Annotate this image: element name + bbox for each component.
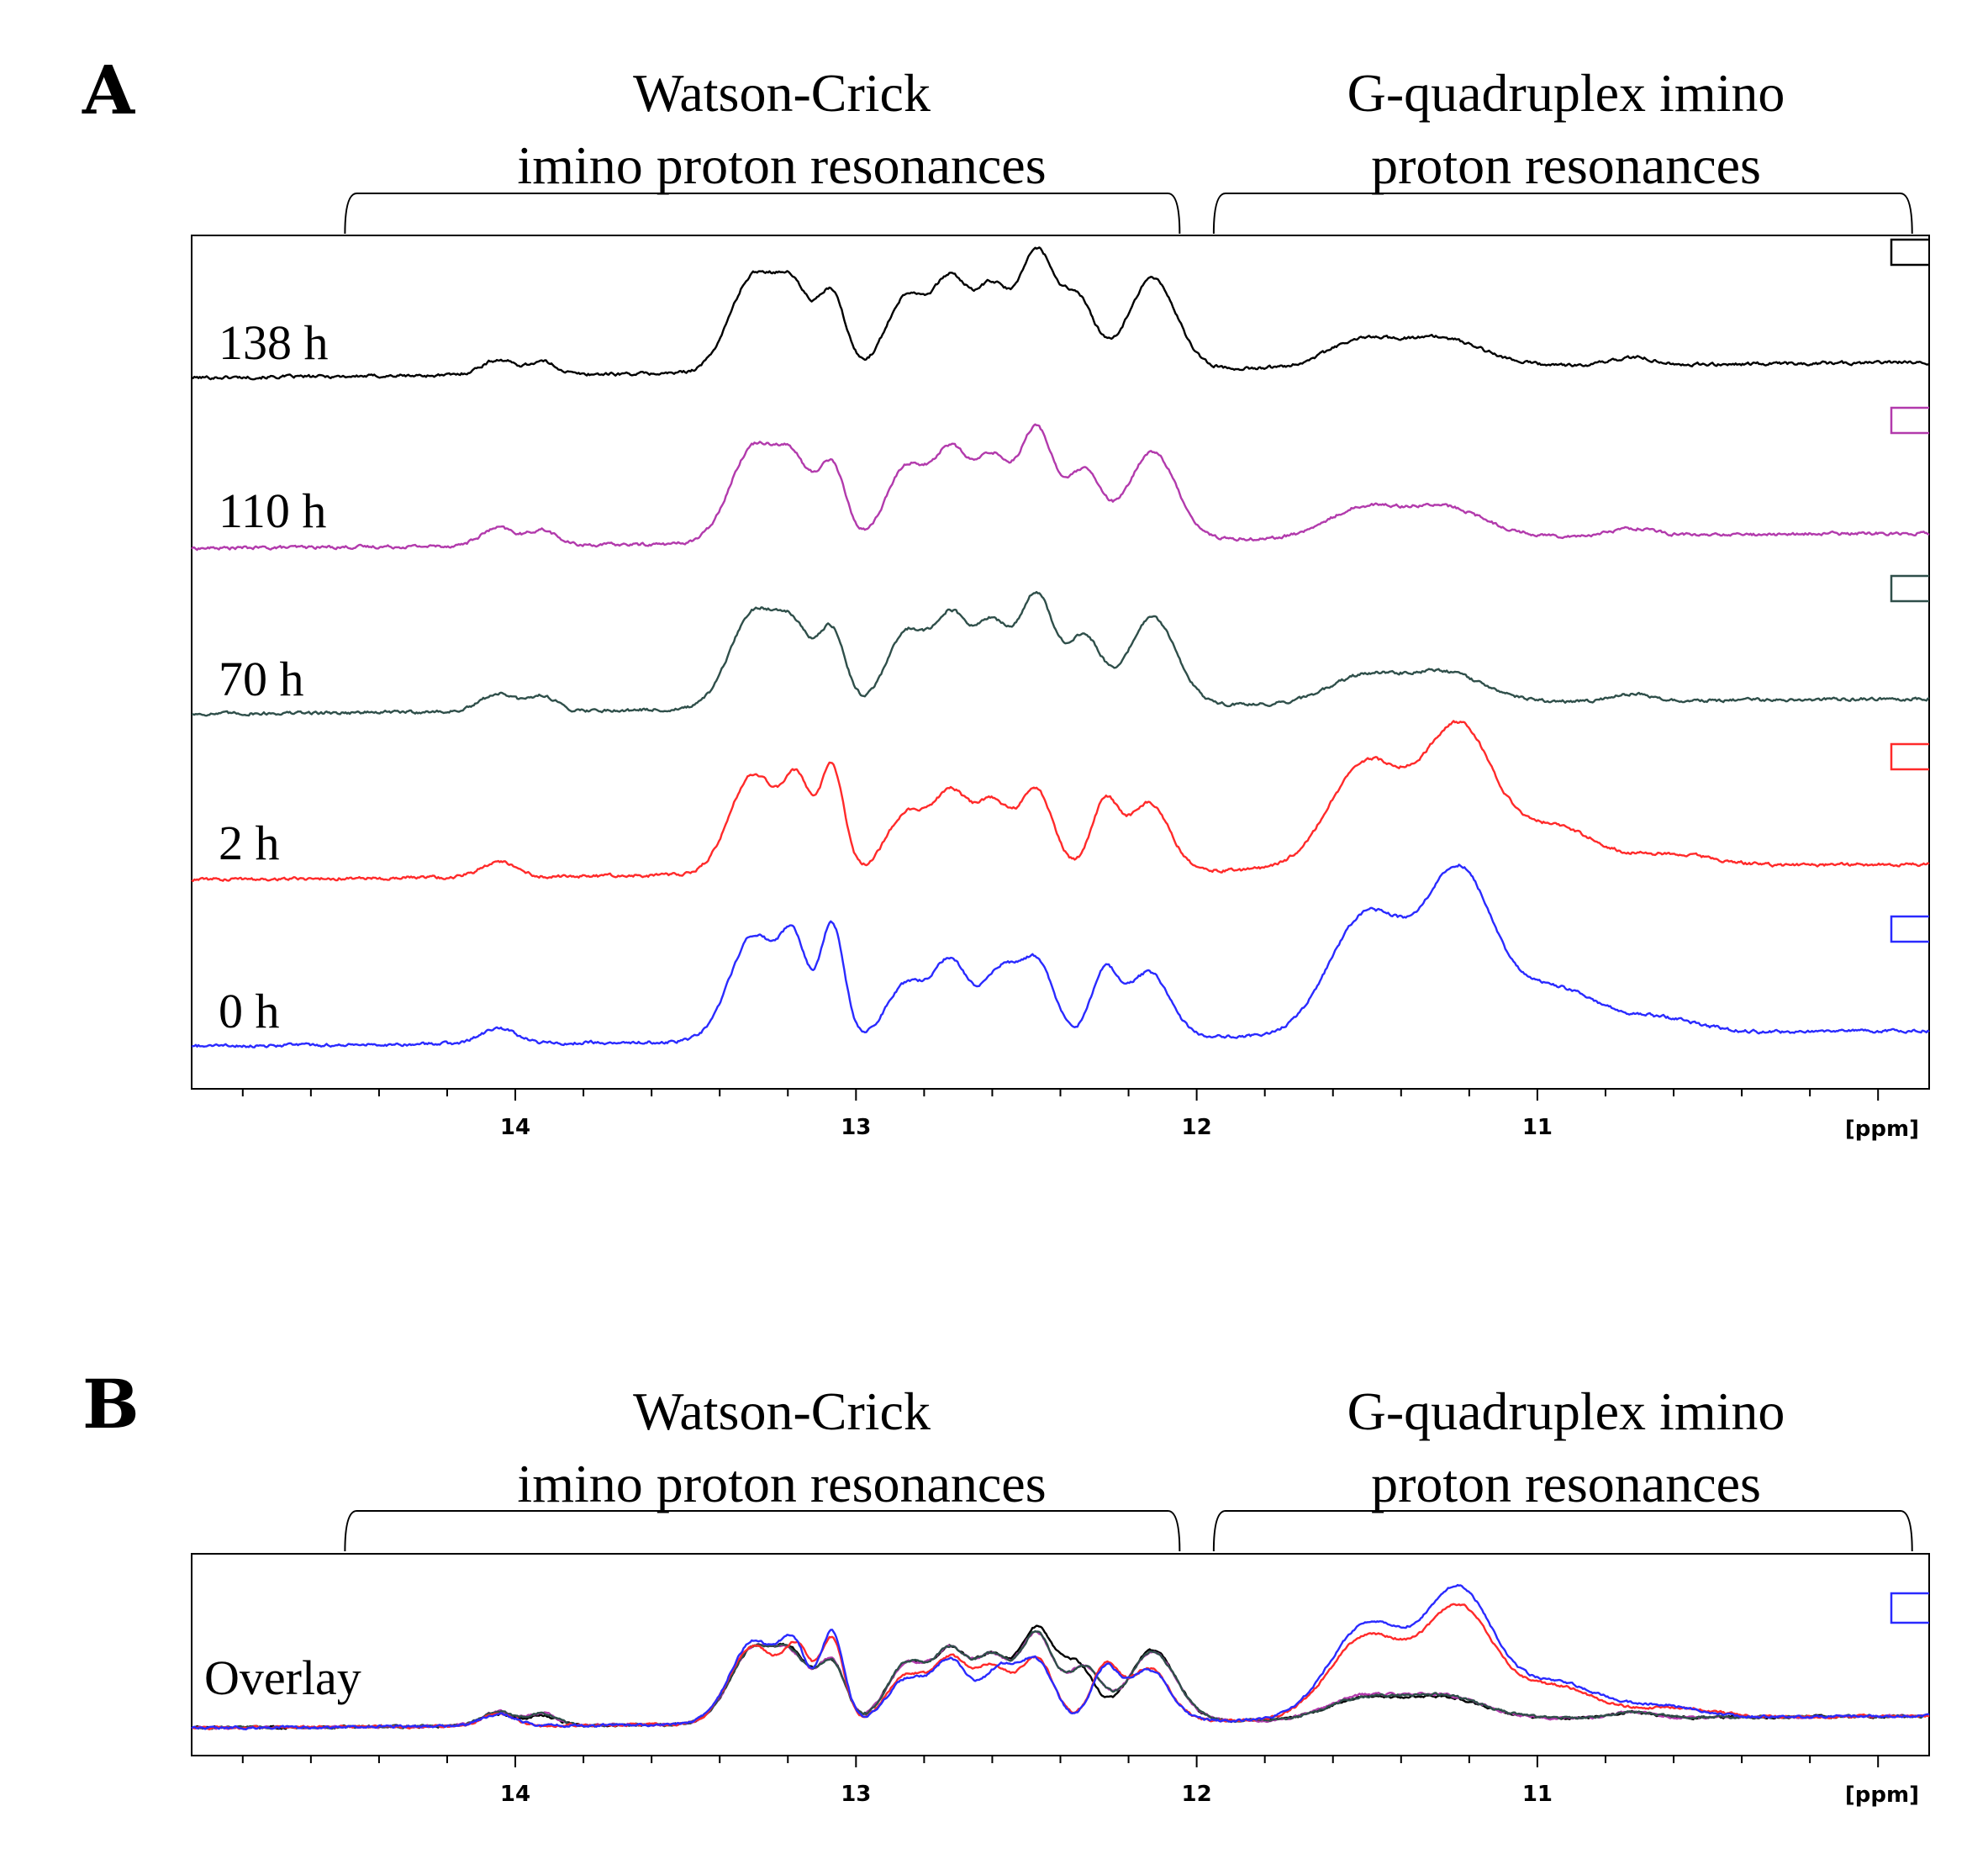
- trace-70h: [191, 590, 1930, 717]
- panel-a-region-1-bracket: [344, 193, 1181, 235]
- panel-b-region-1-line-1: Watson-Crick: [633, 1381, 931, 1441]
- panel-b-tick-label-14: 14: [500, 1782, 530, 1807]
- panel-b-tick-label-11: 11: [1522, 1782, 1553, 1807]
- trace-2h: [191, 720, 1930, 882]
- panel-a-unit-label: [ppm]: [1845, 1117, 1919, 1142]
- panel-a-tick-label-12: 12: [1182, 1115, 1212, 1140]
- integral-marker-70h: [1890, 574, 1929, 603]
- trace-label-70h: 70 h: [219, 652, 304, 706]
- panel-b: B Watson-Crick imino proton resonances G…: [82, 1365, 1930, 1808]
- panel-b-region-2-bracket: [1212, 1510, 1913, 1552]
- panel-a-region-1-line-1: Watson-Crick: [633, 63, 931, 123]
- integral-marker-110h: [1890, 406, 1929, 435]
- trace-label-overlay: Overlay: [204, 1650, 361, 1705]
- trace-label-110h: 110 h: [219, 483, 326, 538]
- panel-a-region-2-line-1: G-quadruplex imino: [1347, 63, 1785, 123]
- panel-b-region-2-line-1: G-quadruplex imino: [1347, 1381, 1785, 1441]
- panel-a-region-2-bracket: [1212, 193, 1913, 235]
- integral-marker-0h: [1890, 915, 1929, 943]
- integral-marker-138h: [1890, 238, 1929, 267]
- panel-a-traces: [191, 238, 1930, 1048]
- trace-label-0h: 0 h: [219, 984, 280, 1038]
- panel-a-region-2-line-2: proton resonances: [1371, 135, 1761, 195]
- overlay-trace-2h: [191, 1603, 1930, 1730]
- overlay-integral-marker: [1890, 1592, 1929, 1624]
- panel-b-region-1-line-2: imino proton resonances: [517, 1454, 1046, 1513]
- panel-a-letter: A: [82, 50, 135, 129]
- panel-b-region-2-line-2: proton resonances: [1371, 1454, 1761, 1513]
- overlay-trace-138h: [191, 1624, 1930, 1730]
- trace-110h: [191, 423, 1930, 552]
- panel-b-tick-label-12: 12: [1182, 1782, 1212, 1807]
- trace-138h: [191, 246, 1930, 381]
- panel-b-region-1-bracket: [344, 1510, 1181, 1552]
- panel-a: A Watson-Crick imino proton resonances G…: [82, 50, 1930, 1142]
- panel-a-tick-label-14: 14: [500, 1115, 530, 1140]
- panel-a-tick-label-11: 11: [1522, 1115, 1553, 1140]
- panel-b-traces: [191, 1583, 1930, 1730]
- panel-b-tick-label-13: 13: [841, 1782, 871, 1807]
- panel-a-x-axis: 14 13 12 11: [192, 1088, 1929, 1140]
- panel-a-tick-label-13: 13: [841, 1115, 871, 1140]
- trace-label-2h: 2 h: [219, 816, 280, 870]
- integral-marker-2h: [1890, 742, 1929, 771]
- trace-0h: [191, 863, 1930, 1048]
- panel-a-region-1-line-2: imino proton resonances: [517, 135, 1046, 195]
- trace-label-138h: 138 h: [219, 315, 329, 370]
- panel-b-unit-label: [ppm]: [1845, 1782, 1919, 1808]
- overlay-trace-0h: [191, 1583, 1930, 1730]
- overlay-trace-70h: [191, 1630, 1930, 1730]
- panel-b-letter: B: [82, 1365, 140, 1444]
- panel-b-x-axis: 14 13 12 11: [192, 1755, 1929, 1807]
